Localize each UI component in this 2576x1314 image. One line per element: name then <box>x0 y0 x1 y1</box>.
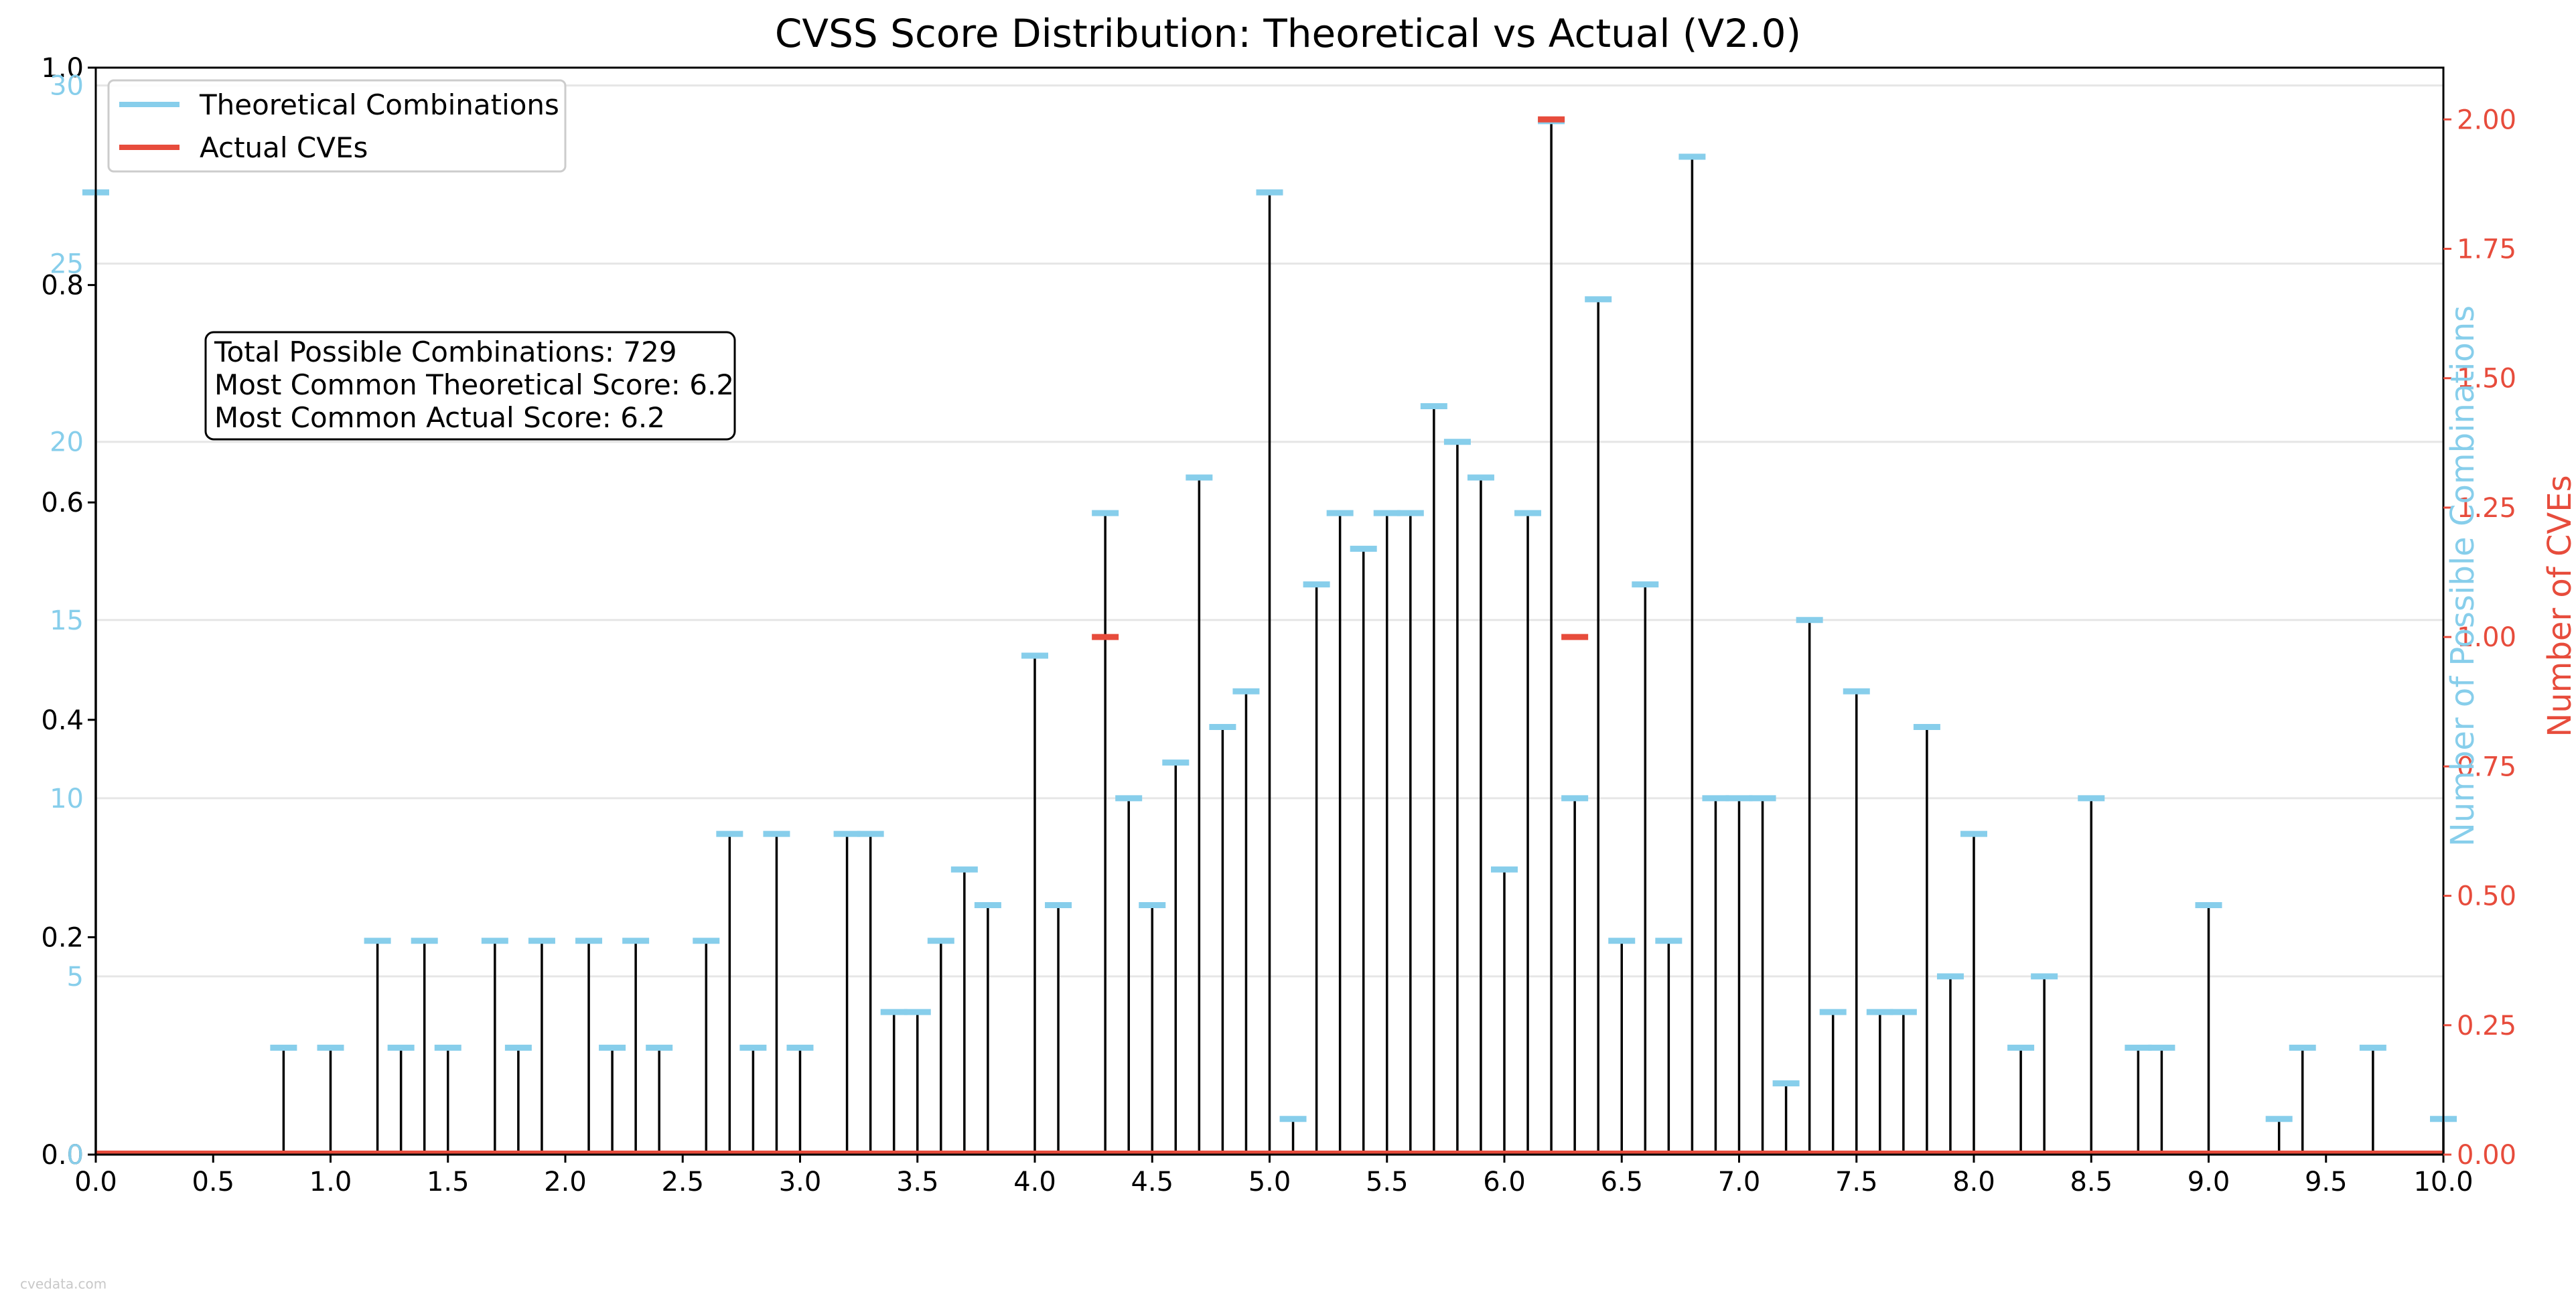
x-tick-label: 6.5 <box>1600 1167 1643 1197</box>
x-tick-label: 7.5 <box>1835 1167 1878 1197</box>
left-tick-label: 0.6 <box>41 488 84 518</box>
series-markers <box>82 116 2457 1122</box>
info-most-common-theoretical: Most Common Theoretical Score: 6.2 <box>214 368 734 401</box>
left-axis: 0.0 0.2 0.4 0.6 0.8 1.0 <box>41 53 96 1171</box>
legend-label-theoretical: Theoretical Combinations <box>199 88 559 121</box>
x-tick-label: 4.0 <box>1013 1167 1056 1197</box>
left-overlay-axis: 0 5 10 15 20 25 30 <box>50 71 84 1171</box>
overlay-tick-label: 25 <box>50 249 84 280</box>
overlay-tick-label: 20 <box>50 427 84 458</box>
legend: Theoretical Combinations Actual CVEs <box>107 79 567 173</box>
overlay-tick-label: 0 <box>67 1140 84 1171</box>
watermark: cvedata.com <box>20 1276 107 1292</box>
right-tick-label: 0.00 <box>2457 1140 2516 1171</box>
x-tick-label: 10.0 <box>2413 1167 2473 1197</box>
x-tick-label: 6.0 <box>1483 1167 1526 1197</box>
right-tick-label: 2.00 <box>2457 104 2516 135</box>
right-tick-label: 0.50 <box>2457 881 2516 912</box>
x-tick-label: 7.0 <box>1718 1167 1761 1197</box>
right-tick-label: 1.50 <box>2457 364 2516 394</box>
right-tick-label: 1.25 <box>2457 493 2516 524</box>
right-axis: 0.00 0.25 0.50 0.75 1.00 1.25 1.50 1.75 2.00 <box>2443 104 2516 1171</box>
right-axis-label-combinations: Number of Possible Combinations <box>2444 305 2482 847</box>
overlay-tick-label: 10 <box>50 784 84 814</box>
x-tick-label: 2.5 <box>661 1167 704 1197</box>
x-tick-label: 3.5 <box>896 1167 939 1197</box>
x-tick-label: 4.5 <box>1131 1167 1173 1197</box>
x-tick-label: 0.0 <box>74 1167 117 1197</box>
x-tick-label: 9.5 <box>2305 1167 2348 1197</box>
left-tick-label: 1.0 <box>41 53 84 84</box>
right-tick-label: 0.75 <box>2457 751 2516 782</box>
left-tick-label: 0.4 <box>41 705 84 736</box>
x-axis: 0.0 0.5 1.0 1.5 2.0 2.5 3.0 3.5 4.0 4.5 5.0 5.5 6.0 6… <box>74 1155 2474 1197</box>
left-tick-label: 0.0 <box>41 1140 84 1171</box>
x-tick-label: 0.5 <box>192 1167 234 1197</box>
x-tick-label: 5.0 <box>1248 1167 1291 1197</box>
x-tick-label: 2.0 <box>544 1167 587 1197</box>
left-tick-label: 0.8 <box>41 271 84 301</box>
right-axis-label-cves: Number of CVEs <box>2541 475 2576 737</box>
stem-bars <box>94 121 2445 1155</box>
x-tick-label: 8.0 <box>1952 1167 1995 1197</box>
info-most-common-actual: Most Common Actual Score: 6.2 <box>214 401 665 434</box>
overlay-tick-label: 5 <box>67 962 84 993</box>
x-tick-label: 1.5 <box>427 1167 470 1197</box>
overlay-tick-label: 30 <box>50 71 84 102</box>
info-total-combinations: Total Possible Combinations: 729 <box>214 336 677 368</box>
x-tick-label: 3.0 <box>779 1167 822 1197</box>
x-tick-label: 1.0 <box>309 1167 352 1197</box>
right-tick-label: 0.25 <box>2457 1011 2516 1041</box>
left-tick-label: 0.2 <box>41 922 84 953</box>
x-tick-label: 5.5 <box>1366 1167 1409 1197</box>
right-tick-label: 1.00 <box>2457 622 2516 653</box>
legend-box <box>107 79 567 173</box>
info-box-frame <box>204 331 736 441</box>
right-tick-label: 1.75 <box>2457 234 2516 265</box>
overlay-tick-label: 15 <box>50 605 84 636</box>
info-box: Total Possible Combinations: 729 Most Co… <box>204 331 736 441</box>
chart-title: CVSS Score Distribution: Theoretical vs … <box>775 11 1801 56</box>
x-tick-label: 8.5 <box>2070 1167 2113 1197</box>
x-tick-label: 9.0 <box>2188 1167 2230 1197</box>
legend-label-actual: Actual CVEs <box>200 131 368 164</box>
